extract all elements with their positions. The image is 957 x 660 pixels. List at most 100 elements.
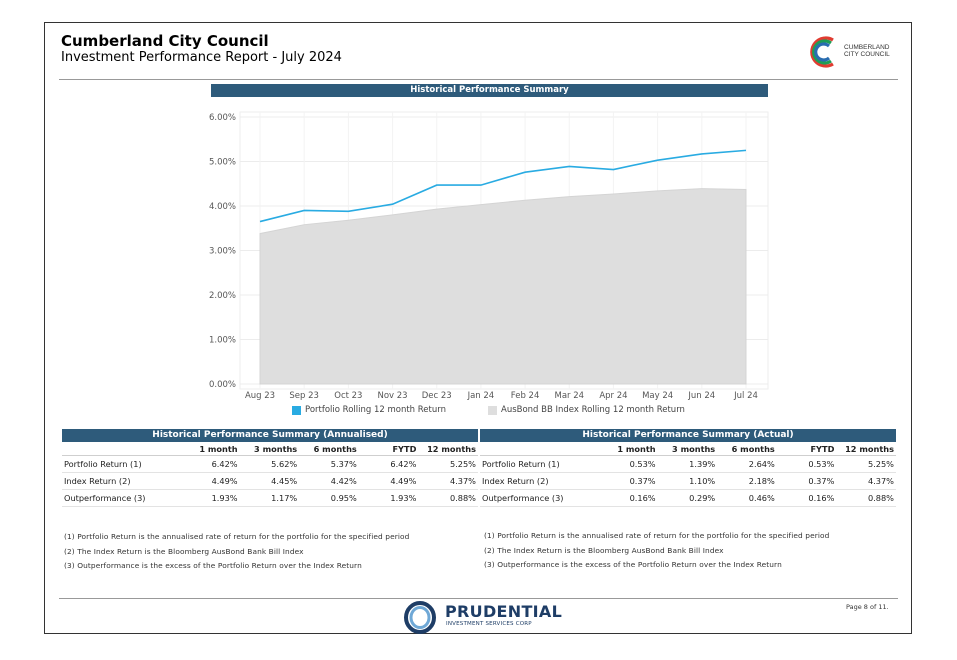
table-row: Index Return (2) 0.37% 1.10% 2.18% 0.37%…	[480, 473, 896, 490]
series-line-portfolio	[259, 149, 747, 223]
table-header-row: 1 month 3 months 6 months FYTD 12 months	[480, 442, 896, 456]
table-cell: 4.49%	[390, 476, 417, 486]
legend-label-index: AusBond BB Index Rolling 12 month Return	[501, 405, 685, 415]
series-area-index	[259, 188, 747, 385]
legend-item-index: AusBond BB Index Rolling 12 month Return	[488, 405, 685, 415]
row-label: Portfolio Return (1)	[64, 459, 142, 469]
table-cell: 4.37%	[867, 476, 894, 486]
council-logo-icon	[810, 36, 834, 68]
table-actual: Historical Performance Summary (Actual) …	[480, 429, 896, 507]
page-number: Page 8 of 11.	[846, 603, 889, 611]
table-cell: 4.49%	[211, 476, 238, 486]
table-cell: 5.37%	[330, 459, 357, 469]
y-tick-label: 2.00%	[209, 291, 236, 301]
table-cell: 6.42%	[211, 459, 238, 469]
table-actual-title: Historical Performance Summary (Actual)	[480, 429, 896, 442]
row-label: Index Return (2)	[482, 476, 549, 486]
y-tick-label: 5.00%	[209, 158, 236, 168]
table-header-row: 1 month 3 months 6 months FYTD 12 months	[62, 442, 478, 456]
logo-text-line2: CITY COUNCIL	[844, 51, 890, 58]
table-cell: 0.16%	[808, 493, 835, 503]
table-cell: 4.42%	[330, 476, 357, 486]
table-cell: 5.25%	[449, 459, 476, 469]
table-cell: 5.25%	[867, 459, 894, 469]
table-cell: 0.88%	[449, 493, 476, 503]
table-row: Portfolio Return (1) 0.53% 1.39% 2.64% 0…	[480, 456, 896, 473]
column-header: 1 month	[617, 443, 656, 454]
table-cell: 2.18%	[748, 476, 775, 486]
table-cell: 5.62%	[271, 459, 298, 469]
page-frame	[44, 22, 912, 634]
x-tick-label: Jul 24	[733, 391, 758, 401]
legend-swatch-index	[488, 405, 497, 415]
row-label: Index Return (2)	[64, 476, 131, 486]
column-header: 6 months	[731, 443, 775, 454]
x-tick-label: Nov 23	[377, 391, 407, 401]
performance-chart: 0.00% 1.00% 2.00% 3.00% 4.00% 5.00% 6.00% Aug 2…	[209, 111, 769, 401]
table-cell: 0.16%	[629, 493, 656, 503]
prudential-logo: PRUDENTIAL INVESTMENT SERVICES CORP	[403, 601, 562, 634]
legend-label-portfolio: Portfolio Rolling 12 month Return	[305, 405, 446, 415]
table-cell: 6.42%	[390, 459, 417, 469]
x-tick-label: Jun 24	[687, 391, 715, 401]
column-header: 3 months	[254, 443, 298, 454]
table-cell: 1.10%	[689, 476, 716, 486]
table-cell: 0.37%	[629, 476, 656, 486]
x-tick-label: May 24	[642, 391, 673, 401]
footnote: (1) Portfolio Return is the annualised r…	[484, 531, 830, 540]
prudential-ring-icon	[404, 601, 436, 634]
footnotes-left: (1) Portfolio Return is the annualised r…	[64, 530, 409, 574]
table-cell: 1.17%	[271, 493, 298, 503]
y-tick-label: 1.00%	[209, 336, 236, 346]
row-label: Outperformance (3)	[64, 493, 146, 503]
table-cell: 0.53%	[629, 459, 656, 469]
prudential-name: PRUDENTIAL	[445, 602, 563, 621]
report-subtitle: Investment Performance Report - July 202…	[61, 50, 342, 65]
header-divider	[59, 79, 898, 80]
table-cell: 1.93%	[211, 493, 238, 503]
row-label: Portfolio Return (1)	[482, 459, 560, 469]
chart-title: Historical Performance Summary	[211, 84, 768, 97]
footnote: (2) The Index Return is the Bloomberg Au…	[484, 545, 724, 555]
column-header: 12 months	[845, 443, 894, 454]
y-tick-label: 3.00%	[209, 247, 236, 257]
footnotes-right: (1) Portfolio Return is the annualised r…	[484, 529, 829, 573]
column-header: 12 months	[427, 443, 476, 454]
x-tick-label: Sep 23	[289, 391, 319, 401]
logo-text-line1: CUMBERLAND	[844, 44, 890, 51]
x-tick-label: Aug 23	[245, 391, 275, 401]
x-tick-label: Jan 24	[467, 391, 495, 401]
table-row: Outperformance (3) 1.93% 1.17% 0.95% 1.9…	[62, 490, 478, 507]
table-cell: 0.95%	[330, 493, 357, 503]
footnote: (2) The Index Return is the Bloomberg Au…	[64, 546, 304, 556]
column-header: FYTD	[810, 443, 835, 454]
table-cell: 4.45%	[271, 476, 298, 486]
table-row: Index Return (2) 4.49% 4.45% 4.42% 4.49%…	[62, 473, 478, 490]
table-cell: 0.88%	[867, 493, 894, 503]
table-row: Outperformance (3) 0.16% 0.29% 0.46% 0.1…	[480, 490, 896, 507]
table-cell: 0.29%	[689, 493, 716, 503]
footnote: (3) Outperformance is the excess of the …	[484, 560, 782, 569]
legend-swatch-portfolio	[292, 405, 301, 415]
y-tick-label: 0.00%	[209, 380, 236, 390]
table-annualised-title: Historical Performance Summary (Annualis…	[62, 429, 478, 442]
y-tick-label: 4.00%	[209, 202, 236, 212]
table-annualised: Historical Performance Summary (Annualis…	[62, 429, 478, 507]
table-cell: 4.37%	[449, 476, 476, 486]
table-row: Portfolio Return (1) 6.42% 5.62% 5.37% 6…	[62, 456, 478, 473]
footnote: (3) Outperformance is the excess of the …	[64, 561, 362, 570]
table-cell: 0.46%	[748, 493, 775, 503]
x-tick-label: Apr 24	[599, 391, 627, 401]
x-tick-label: Feb 24	[511, 391, 540, 401]
footnote: (1) Portfolio Return is the annualised r…	[64, 532, 410, 541]
column-header: 3 months	[672, 443, 716, 454]
table-cell: 2.64%	[748, 459, 775, 469]
x-tick-label: Oct 23	[334, 391, 362, 401]
y-tick-label: 6.00%	[209, 113, 236, 123]
council-logo: CUMBERLAND CITY COUNCIL	[806, 32, 898, 72]
table-cell: 0.53%	[808, 459, 835, 469]
prudential-subtitle: INVESTMENT SERVICES CORP	[446, 621, 532, 627]
column-header: 6 months	[313, 443, 357, 454]
column-header: 1 month	[199, 443, 238, 454]
legend-item-portfolio: Portfolio Rolling 12 month Return	[292, 405, 446, 415]
